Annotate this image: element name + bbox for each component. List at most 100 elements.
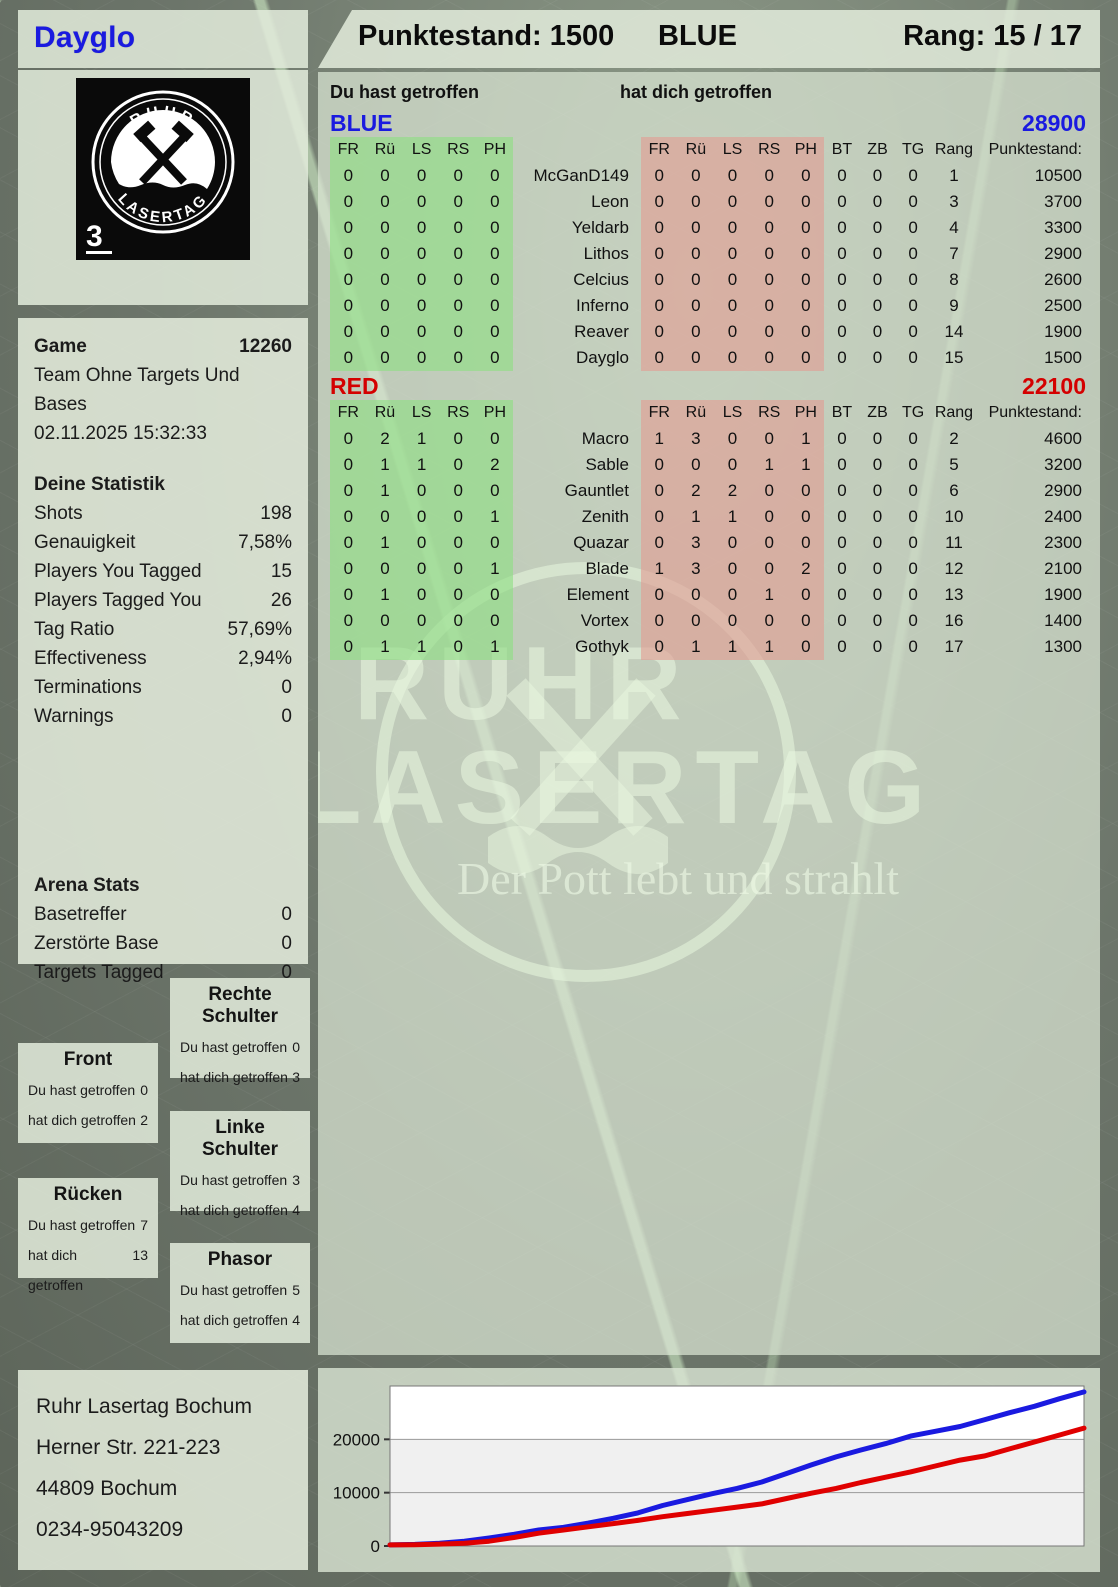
hitbox-hit-label: Du hast getroffen xyxy=(28,1217,136,1233)
cell-rank: 6 xyxy=(949,481,959,500)
cell-hit-you: 0 xyxy=(714,608,751,634)
cell-you-hit: 2 xyxy=(476,452,514,478)
cell-hit-you: 0 xyxy=(640,608,678,634)
cell-you-hit: 0 xyxy=(366,319,404,345)
cell-you-hit: 0 xyxy=(439,241,477,267)
table-row[interactable]: 0 0 0 0 1 Zenith 0 1 1 0 0 0 0 0 10 2400 xyxy=(330,504,1086,530)
you-hit-header: Du hast getroffen xyxy=(330,82,480,102)
cell-you-hit: 0 xyxy=(330,504,367,530)
cell-hit-you: 0 xyxy=(714,530,751,556)
cell-you-hit: 1 xyxy=(476,556,514,582)
cell-tg: 0 xyxy=(908,559,918,578)
cell-hit-you: 0 xyxy=(714,319,751,345)
cell-hit-you: 1 xyxy=(714,634,751,660)
cell-you-hit: 0 xyxy=(476,293,514,319)
table-row[interactable]: 0 0 0 0 0 Lithos 0 0 0 0 0 0 0 0 7 2900 xyxy=(330,241,1086,267)
cell-hit-you: 0 xyxy=(750,267,788,293)
cell-you-hit: 0 xyxy=(403,293,440,319)
cell-hit-you: 0 xyxy=(640,582,678,608)
personal-stat-value: 7,58% xyxy=(238,532,292,553)
cell-player-name: Leon xyxy=(591,192,629,211)
cell-you-hit: 1 xyxy=(403,634,440,660)
cell-you-hit: 0 xyxy=(403,215,440,241)
col-header-you-PH: PH xyxy=(476,137,514,163)
table-row[interactable]: 0 0 0 0 0 Celcius 0 0 0 0 0 0 0 0 8 2600 xyxy=(330,267,1086,293)
cell-hit-you: 0 xyxy=(677,293,715,319)
cell-rank: 4 xyxy=(949,218,959,237)
cell-bt: 0 xyxy=(837,244,847,263)
cell-you-hit: 0 xyxy=(403,608,440,634)
cell-you-hit: 0 xyxy=(403,267,440,293)
cell-hit-you: 0 xyxy=(677,267,715,293)
cell-player-name: Blade xyxy=(585,559,629,578)
table-row[interactable]: 0 0 0 0 0 Leon 0 0 0 0 0 0 0 0 3 3700 xyxy=(330,189,1086,215)
table-row[interactable]: 0 0 0 0 1 Blade 1 3 0 0 2 0 0 0 12 2100 xyxy=(330,556,1086,582)
hitbox-back: Rücken Du hast getroffen 7 hat dich getro… xyxy=(18,1178,158,1293)
table-row[interactable]: 0 1 0 0 0 Element 0 0 0 1 0 0 0 0 13 1900 xyxy=(330,582,1086,608)
col-header-score: Punktestand: xyxy=(988,141,1082,158)
cell-hit-you: 0 xyxy=(640,267,678,293)
table-row[interactable]: 0 0 0 0 0 Inferno 0 0 0 0 0 0 0 0 9 2500 xyxy=(330,293,1086,319)
player-name-panel: Dayglo xyxy=(18,10,308,68)
col-header-them-RS: RS xyxy=(750,400,788,426)
personal-stats-title-row: Deine Statistik xyxy=(34,470,292,499)
cell-you-hit: 0 xyxy=(476,478,514,504)
hitbox-phasor-hit: 5 xyxy=(292,1282,300,1298)
cell-hit-you: 3 xyxy=(677,556,715,582)
cell-you-hit: 0 xyxy=(439,608,477,634)
scoreboard-panel: RUHR LASERTAG Der Pott lebt und strahlt … xyxy=(318,72,1100,1355)
table-row[interactable]: 0 0 0 0 0 McGanD149 0 0 0 0 0 0 0 0 1 10500 xyxy=(330,163,1086,189)
rank-label: Rang: 15 / 17 xyxy=(903,20,1082,52)
address-phone: 0234-95043209 xyxy=(36,1518,184,1541)
table-row[interactable]: 0 0 0 0 0 Reaver 0 0 0 0 0 0 0 0 14 1900 xyxy=(330,319,1086,345)
cell-rank: 8 xyxy=(949,270,959,289)
cell-you-hit: 0 xyxy=(439,189,477,215)
arena-stat-row: Zerstörte Base 0 xyxy=(34,929,292,958)
col-header-BT: BT xyxy=(831,141,853,158)
cell-hit-you: 0 xyxy=(640,345,678,371)
cell-hit-you: 0 xyxy=(677,241,715,267)
table-row[interactable]: 0 1 0 0 0 Quazar 0 3 0 0 0 0 0 0 11 2300 xyxy=(330,530,1086,556)
cell-tg: 0 xyxy=(908,270,918,289)
table-row[interactable]: 0 0 0 0 0 Vortex 0 0 0 0 0 0 0 0 16 1400 xyxy=(330,608,1086,634)
cell-you-hit: 0 xyxy=(330,530,367,556)
table-row[interactable]: 0 2 1 0 0 Macro 1 3 0 0 1 0 0 0 2 4600 xyxy=(330,426,1086,452)
cell-hit-you: 0 xyxy=(750,478,788,504)
cell-you-hit: 0 xyxy=(366,163,404,189)
cell-tg: 0 xyxy=(908,348,918,367)
cell-hit-you: 1 xyxy=(677,634,715,660)
address-line-1: Ruhr Lasertag Bochum xyxy=(36,1395,252,1418)
arena-stat-label: Zerstörte Base xyxy=(34,933,159,954)
cell-player-name: Dayglo xyxy=(576,348,629,367)
personal-stat-value: 15 xyxy=(270,561,292,582)
table-row[interactable]: 0 1 1 0 1 Gothyk 0 1 1 1 0 0 0 0 17 1300 xyxy=(330,634,1086,660)
cell-you-hit: 0 xyxy=(439,478,477,504)
hitbox-rs-got-hit: 3 xyxy=(292,1069,300,1085)
cell-you-hit: 0 xyxy=(476,426,514,452)
cell-zb: 0 xyxy=(872,455,883,474)
cell-you-hit: 1 xyxy=(476,634,514,660)
cell-hit-you: 3 xyxy=(677,426,715,452)
hitbox-hit-label: Du hast getroffen xyxy=(28,1082,136,1098)
cell-zb: 0 xyxy=(872,585,883,604)
cell-hit-you: 0 xyxy=(677,163,715,189)
cell-hit-you: 0 xyxy=(787,530,825,556)
cell-you-hit: 1 xyxy=(366,478,404,504)
cell-score: 2900 xyxy=(1044,481,1082,500)
cell-score: 1900 xyxy=(1044,322,1082,341)
table-row[interactable]: 0 1 1 0 2 Sable 0 0 0 1 1 0 0 0 5 3200 xyxy=(330,452,1086,478)
cell-you-hit: 0 xyxy=(476,582,514,608)
table-row[interactable]: 0 1 0 0 0 Gauntlet 0 2 2 0 0 0 0 0 6 2900 xyxy=(330,478,1086,504)
cell-hit-you: 0 xyxy=(640,215,678,241)
cell-hit-you: 0 xyxy=(714,163,751,189)
cell-rank: 5 xyxy=(949,455,959,474)
table-row[interactable]: 0 0 0 0 0 Dayglo 0 0 0 0 0 0 0 0 15 1500 xyxy=(330,345,1086,371)
cell-tg: 0 xyxy=(908,611,918,630)
watermark-line-2: LASERTAG xyxy=(318,730,935,846)
hitbox-front-got-hit: 2 xyxy=(140,1112,148,1128)
table-row[interactable]: 0 0 0 0 0 Yeldarb 0 0 0 0 0 0 0 0 4 3300 xyxy=(330,215,1086,241)
cell-score: 2300 xyxy=(1044,533,1082,552)
cell-hit-you: 0 xyxy=(677,189,715,215)
cell-bt: 0 xyxy=(837,481,847,500)
col-header-you-RS: RS xyxy=(439,137,477,163)
